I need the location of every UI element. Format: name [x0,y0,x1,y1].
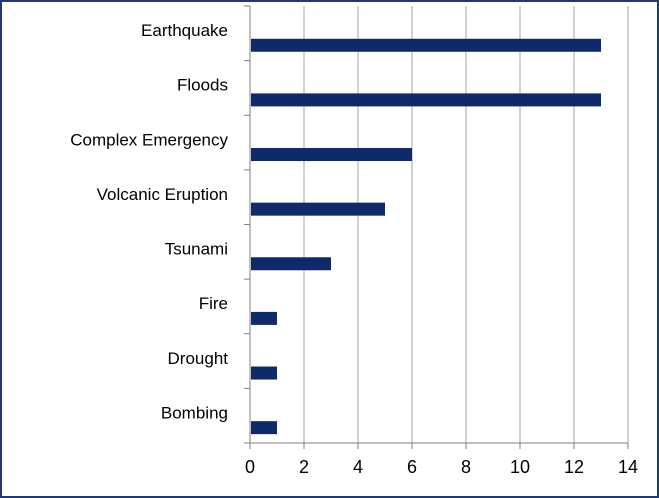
x-tick-label: 10 [510,457,530,477]
bar [251,366,277,380]
bar [251,257,331,271]
bar [251,93,601,107]
x-tick-label: 12 [564,457,584,477]
bar [251,148,412,162]
category-label: Drought [168,349,229,368]
bar [251,38,601,52]
x-tick-label: 2 [299,457,309,477]
x-tick-label: 14 [618,457,638,477]
bar [251,311,277,325]
category-label: Bombing [161,403,228,422]
category-label: Complex Emergency [70,130,228,149]
bar [251,202,385,216]
category-label: Volcanic Eruption [97,185,228,204]
x-tick-label: 6 [407,457,417,477]
bar [251,421,277,435]
category-label: Floods [177,76,228,95]
category-label: Tsunami [165,240,228,259]
x-tick-label: 0 [245,457,255,477]
category-label: Earthquake [141,21,228,40]
x-tick-label: 4 [353,457,363,477]
category-label: Fire [199,294,228,313]
x-tick-label: 8 [461,457,471,477]
